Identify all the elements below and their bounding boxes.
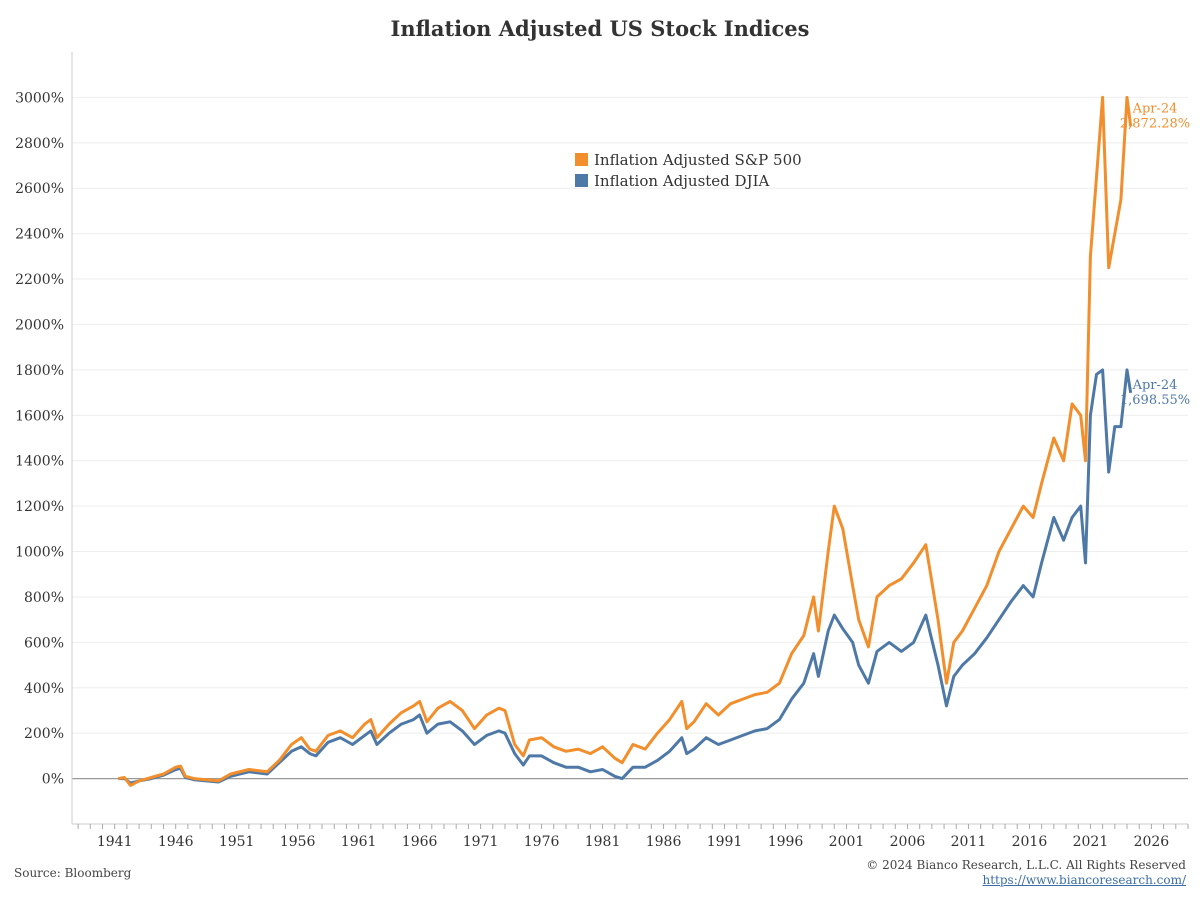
legend-swatch-sp500: [575, 153, 588, 166]
legend-item-sp500[interactable]: Inflation Adjusted S&P 500: [575, 149, 802, 170]
x-tick-label: 2026: [1134, 834, 1170, 850]
legend-label-sp500: Inflation Adjusted S&P 500: [594, 150, 802, 169]
grid-lines: [72, 96, 1188, 734]
series-line-sp500: [118, 95, 1133, 787]
legend-swatch-djia: [575, 174, 588, 187]
axes: 0% 200% 400% 600% 800% 1000% 1200% 1400% 1600% 18…: [15, 52, 1189, 850]
y-tick-label: 200%: [24, 726, 64, 742]
y-tick-label: 2000%: [15, 317, 64, 333]
y-tick-label: 1200%: [15, 499, 64, 515]
y-tick-label: 2200%: [15, 272, 64, 288]
x-tick-label: 1981: [585, 834, 621, 850]
x-tick-label: 1941: [97, 834, 133, 850]
website-link[interactable]: https://www.biancoresearch.com/: [982, 873, 1186, 887]
x-tick-label: 1966: [402, 834, 438, 850]
x-tick-label: 2006: [890, 834, 926, 850]
legend: Inflation Adjusted S&P 500 Inflation Adj…: [575, 149, 802, 191]
x-tick-label: 1976: [524, 834, 560, 850]
legend-label-djia: Inflation Adjusted DJIA: [594, 171, 770, 190]
x-tick-label: 2001: [829, 834, 865, 850]
x-tick-label: 2021: [1073, 834, 1109, 850]
y-tick-label: 3000%: [15, 90, 64, 106]
series-line-djia: [118, 368, 1133, 785]
x-tick-label: 1991: [707, 834, 743, 850]
source-note: Source: Bloomberg: [14, 866, 132, 880]
x-tick-label: 1951: [219, 834, 255, 850]
x-tick-label: 1971: [463, 834, 499, 850]
y-tick-label: 1400%: [15, 454, 64, 470]
y-tick-label: 800%: [24, 590, 64, 606]
end-annotations: Apr-242,872.28%Apr-241,698.55%: [1120, 101, 1190, 408]
y-tick-label: 600%: [24, 635, 64, 651]
x-tick-label: 1986: [646, 834, 682, 850]
x-tick-label: 1996: [768, 834, 804, 850]
y-tick-label: 2400%: [15, 227, 64, 243]
x-tick-label: 1961: [341, 834, 377, 850]
x-tick-label: 1946: [158, 834, 194, 850]
y-tick-label: 1800%: [15, 363, 64, 379]
y-tick-label: 2600%: [15, 181, 64, 197]
end-label-date: Apr-24: [1132, 378, 1178, 393]
copyright-note: © 2024 Bianco Research, L.L.C. All Right…: [866, 858, 1186, 872]
legend-item-djia[interactable]: Inflation Adjusted DJIA: [575, 170, 802, 191]
y-tick-label: 400%: [24, 681, 64, 697]
end-label-date: Apr-24: [1132, 101, 1178, 116]
x-tick-label: 2016: [1012, 834, 1048, 850]
series-lines: [118, 95, 1133, 787]
y-tick-label: 1600%: [15, 408, 64, 424]
y-tick-label: 0%: [42, 772, 64, 788]
y-tick-label: 1000%: [15, 545, 64, 561]
end-label-value: 2,872.28%: [1120, 116, 1190, 131]
end-label-value: 1,698.55%: [1120, 393, 1190, 408]
x-tick-label: 1956: [280, 834, 316, 850]
x-tick-label: 2011: [951, 834, 987, 850]
y-tick-label: 2800%: [15, 136, 64, 152]
chart-title: Inflation Adjusted US Stock Indices: [390, 16, 810, 41]
